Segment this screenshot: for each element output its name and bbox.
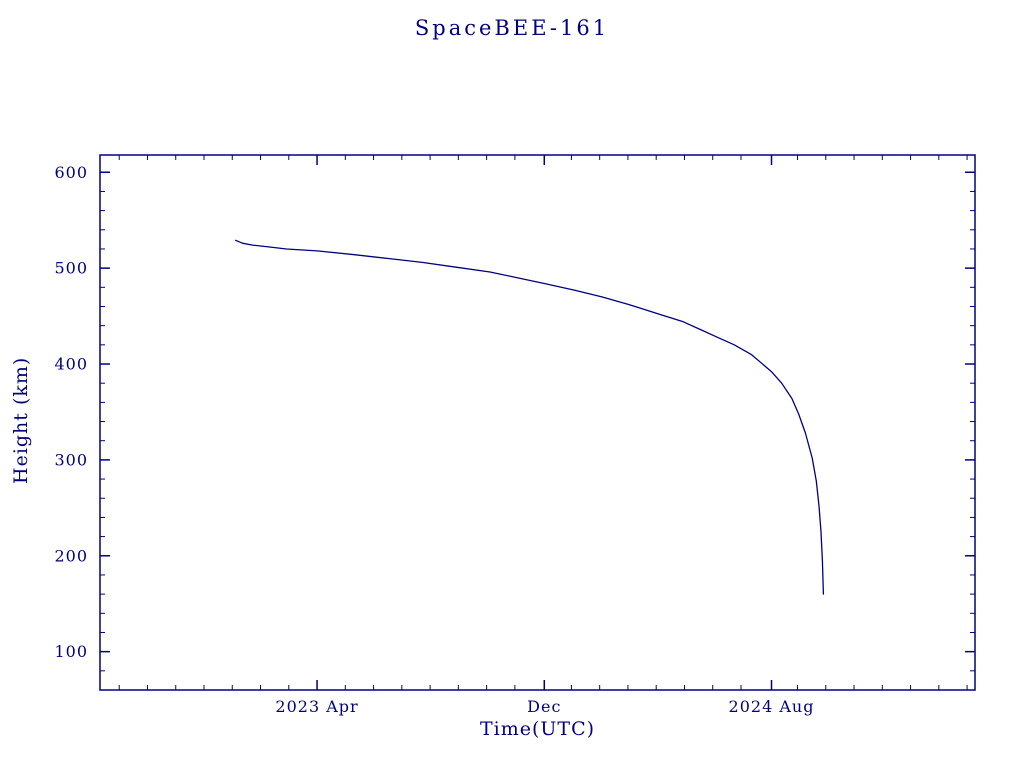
y-tick-label: 400: [54, 355, 88, 374]
y-tick-label: 600: [54, 163, 88, 182]
y-tick-label: 500: [54, 259, 88, 278]
chart-title: SpaceBEE-161: [414, 16, 610, 40]
x-tick-label: Dec: [527, 697, 561, 716]
x-axis-label: Time(UTC): [479, 718, 596, 740]
y-tick-label: 300: [54, 450, 88, 469]
y-tick-label: 200: [54, 546, 88, 565]
plot-frame: [99, 154, 976, 691]
y-tick-label: 100: [54, 642, 88, 661]
x-tick-label: 2023 Apr: [275, 697, 358, 716]
x-tick-label: 2024 Aug: [729, 697, 815, 716]
decay-curve: [235, 239, 825, 595]
